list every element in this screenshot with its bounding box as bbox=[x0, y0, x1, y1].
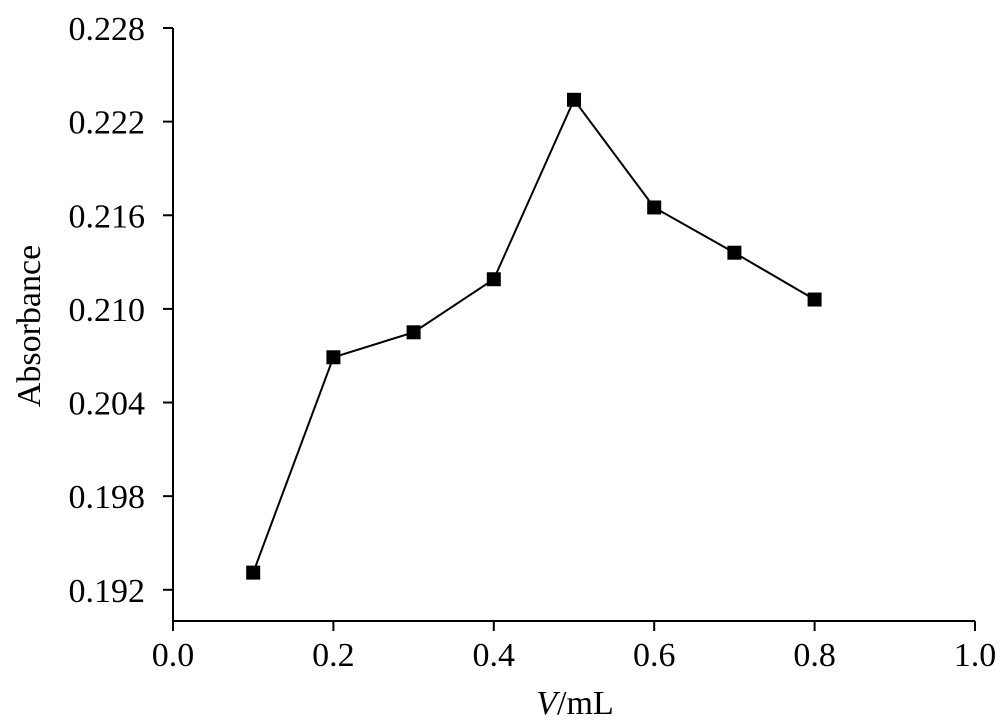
y-tick-label: 0.222 bbox=[69, 105, 146, 142]
x-tick-label: 0.8 bbox=[793, 637, 836, 674]
x-tick-label: 0.4 bbox=[473, 637, 516, 674]
y-tick-label: 0.210 bbox=[69, 292, 146, 329]
data-point-marker bbox=[567, 92, 581, 107]
x-tick-label: 0.0 bbox=[152, 637, 195, 674]
series-line bbox=[252, 97, 816, 573]
data-point-marker bbox=[807, 292, 822, 307]
data-point-marker bbox=[246, 565, 261, 580]
y-tick-label: 0.192 bbox=[69, 573, 146, 610]
data-point-marker bbox=[326, 350, 341, 365]
y-tick-label: 0.204 bbox=[69, 386, 146, 423]
x-tick-label: 0.6 bbox=[633, 637, 676, 674]
x-axis-title: V/mL bbox=[536, 685, 613, 722]
x-tick-label: 0.2 bbox=[312, 637, 355, 674]
x-tick-label: 1.0 bbox=[954, 637, 997, 674]
data-point-marker bbox=[406, 325, 421, 340]
x-axis-title-unit: /mL bbox=[557, 685, 614, 722]
y-tick-label: 0.216 bbox=[69, 198, 146, 235]
series-group bbox=[246, 92, 822, 580]
data-point-marker bbox=[486, 272, 501, 287]
data-point-marker bbox=[647, 200, 662, 215]
y-tick-label: 0.198 bbox=[69, 479, 146, 516]
axes: 0.0 0.2 0.4 0.6 0.8 1.0 0.192 0.198 0.204 0.210 0.… bbox=[69, 11, 997, 674]
y-axis-title: Absorbance bbox=[11, 245, 48, 407]
data-point-marker bbox=[727, 245, 742, 260]
y-tick-label: 0.228 bbox=[69, 11, 146, 48]
